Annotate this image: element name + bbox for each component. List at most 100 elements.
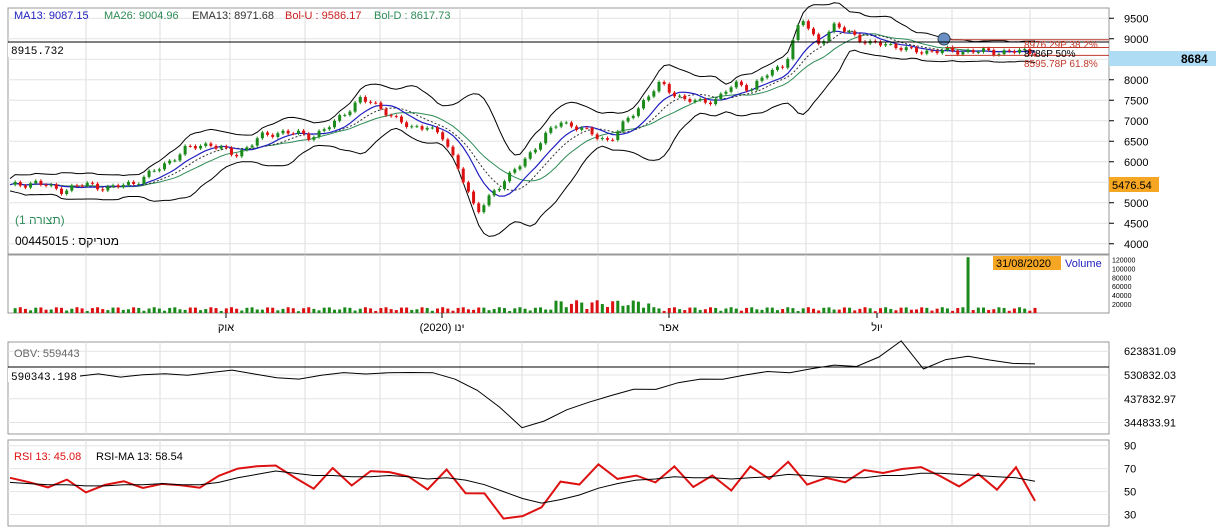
candle-body — [724, 91, 728, 94]
volume-bar — [647, 303, 651, 313]
candle-body — [987, 48, 991, 50]
volume-bar — [616, 300, 620, 313]
candle-body — [755, 80, 759, 90]
candle-body — [436, 127, 440, 133]
candle-body — [930, 50, 934, 52]
candle-body — [940, 50, 944, 54]
volume-bar — [605, 307, 609, 313]
volume-bar — [260, 309, 264, 313]
candle-body — [369, 101, 373, 103]
volume-bar — [569, 303, 573, 313]
volume-bar — [116, 307, 120, 313]
candle-body — [39, 180, 43, 185]
volume-date-box — [993, 256, 1061, 270]
candle-body — [90, 182, 94, 184]
candle-body — [13, 182, 17, 185]
candle-body — [533, 149, 537, 153]
volume-bar — [487, 310, 491, 313]
candle-body — [549, 127, 553, 133]
candle-body — [472, 191, 476, 204]
volume-bar — [714, 307, 718, 313]
candle-body — [34, 180, 38, 184]
marker-icon — [937, 32, 951, 46]
candle-body — [837, 23, 841, 28]
price-tick-label: 6500 — [1124, 136, 1148, 148]
volume-bar — [327, 307, 331, 313]
candle-body — [513, 169, 517, 173]
candle-body — [605, 138, 609, 140]
volume-bar — [229, 307, 233, 313]
candle-body — [394, 116, 398, 118]
candle-body — [611, 139, 615, 141]
candle-body — [812, 28, 816, 35]
ema13-line — [9, 30, 1036, 191]
volume-bar — [806, 307, 810, 313]
candle-body — [250, 145, 254, 148]
volume-bar — [544, 309, 548, 313]
volume-bar — [765, 307, 769, 313]
candle-body — [791, 39, 795, 59]
candle-body — [1023, 49, 1027, 51]
volume-bar — [389, 309, 393, 313]
candle-body — [353, 102, 357, 112]
volume-bar — [65, 310, 69, 313]
volume-bar — [286, 307, 290, 313]
volume-tick-label: 120000 — [1112, 257, 1135, 264]
candle-body — [255, 138, 259, 146]
candle-body — [487, 195, 491, 206]
volume-bar — [935, 308, 939, 313]
volume-bar — [482, 307, 486, 313]
volume-bar — [559, 301, 563, 313]
volume-bar — [374, 310, 378, 313]
candle-body — [384, 108, 388, 116]
candle-body — [219, 146, 223, 149]
volume-bar — [13, 308, 17, 313]
volume-bar — [90, 308, 94, 313]
volume-bar — [801, 308, 805, 313]
volume-bar — [636, 301, 640, 313]
volume-bar — [889, 308, 893, 313]
volume-bar — [585, 308, 589, 313]
candle-body — [60, 188, 64, 194]
candle-body — [508, 172, 512, 182]
candle-body — [322, 129, 326, 131]
candle-body — [884, 44, 888, 46]
candle-body — [363, 96, 367, 102]
volume-bar — [343, 307, 347, 313]
candle-body — [616, 131, 620, 140]
obv-tick-label: 623831.09 — [1124, 346, 1176, 358]
price-tick-label: 9000 — [1124, 34, 1148, 46]
candle-body — [492, 190, 496, 196]
volume-bar — [533, 307, 537, 313]
volume-bar — [909, 309, 913, 313]
volume-bar — [925, 307, 929, 313]
volume-bar — [1023, 308, 1027, 313]
candle-body — [621, 121, 625, 132]
volume-bar — [379, 308, 383, 313]
x-tick-label: אוק — [218, 322, 234, 334]
candle-body — [80, 185, 84, 187]
candle-body — [709, 102, 713, 105]
candle-body — [209, 143, 213, 146]
candle-body — [70, 185, 74, 191]
volume-bar — [219, 311, 223, 313]
volume-bar — [961, 307, 965, 313]
volume-bar — [302, 308, 306, 313]
last-price-highlight — [1109, 51, 1216, 66]
volume-bar — [899, 307, 903, 313]
candle-body — [111, 185, 115, 187]
candle-body — [904, 47, 908, 51]
rsi-tick-label: 70 — [1124, 464, 1136, 476]
volume-bar — [163, 310, 167, 313]
candle-body — [302, 130, 306, 134]
candle-body — [652, 91, 656, 97]
volume-bar — [18, 307, 22, 313]
volume-bar — [173, 307, 177, 313]
candle-body — [1012, 51, 1016, 53]
candle-body — [152, 170, 156, 172]
volume-bar — [611, 301, 615, 313]
candle-body — [920, 52, 924, 54]
candle-body — [775, 66, 779, 70]
volume-bar — [1033, 307, 1037, 313]
volume-bar — [322, 307, 326, 313]
